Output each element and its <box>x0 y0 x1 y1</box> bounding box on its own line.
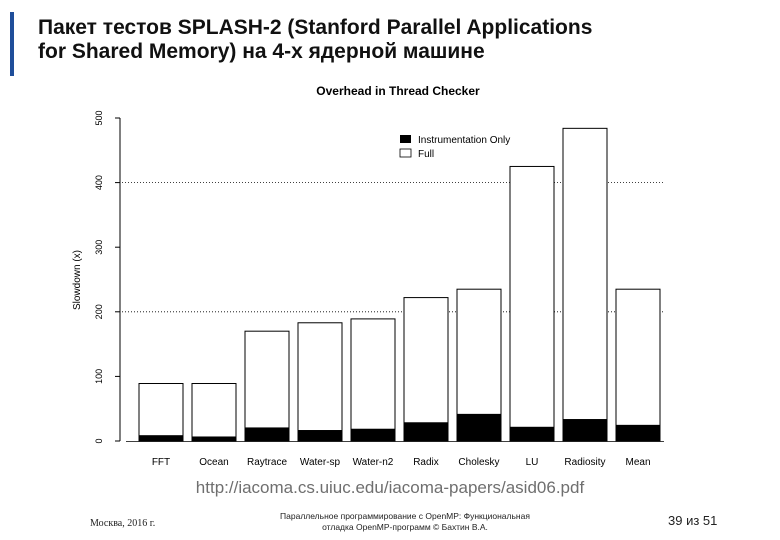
x-tick-label-radiosity: Radiosity <box>564 457 605 468</box>
bar-instrumentation-fft <box>139 435 183 441</box>
bar-group-ocean <box>191 383 237 442</box>
y-tick-label-200: 200 <box>94 304 104 319</box>
slide-title-line-1: Пакет тестов SPLASH-2 (Stanford Parallel… <box>38 16 593 39</box>
bar-full-ocean <box>191 383 237 442</box>
x-tick-label-fft: FFT <box>152 457 170 468</box>
bar-full-water-n2 <box>350 318 396 442</box>
x-tick-label-lu: LU <box>526 457 539 468</box>
bar-instrumentation-lu <box>510 426 554 441</box>
bar-full-radix <box>403 297 449 442</box>
footer-course-info: Параллельное программирование с OpenMP: … <box>230 511 580 533</box>
legend-label-full: Full <box>418 149 434 160</box>
bar-group-fft <box>138 383 184 442</box>
y-tick-label-100: 100 <box>94 369 104 384</box>
bar-full-lu <box>509 165 555 442</box>
x-tick-label-mean: Mean <box>625 457 650 468</box>
y-tick-label-300: 300 <box>94 240 104 255</box>
bar-group-water-n2 <box>350 318 396 442</box>
bar-full-radiosity <box>562 127 608 442</box>
bar-instrumentation-mean <box>616 424 660 441</box>
y-axis-label: Slowdown (x) <box>72 250 83 310</box>
bar-group-mean <box>615 288 661 442</box>
bar-group-lu <box>509 165 555 442</box>
slide-title-line-2: for Shared Memory) на 4-х ядерной машине <box>38 40 485 63</box>
bar-full-water-sp <box>297 322 343 442</box>
bar-instrumentation-radiosity <box>563 419 607 441</box>
bar-instrumentation-radix <box>404 422 448 441</box>
y-tick-label-500: 500 <box>94 110 104 125</box>
chart-legend: Instrumentation Only Full <box>399 135 510 160</box>
y-axis: 0 100 200 300 400 500 <box>94 110 121 444</box>
x-tick-label-raytrace: Raytrace <box>247 457 287 468</box>
footer-location-date: Москва, 2016 г. <box>90 518 156 529</box>
bar-full-raytrace <box>244 330 290 442</box>
y-tick-label-0: 0 <box>94 438 104 443</box>
title-accent-bar <box>10 12 14 76</box>
x-axis-labels: FFT Ocean Raytrace Water-sp Water-n2 Radix Cho… <box>152 457 651 468</box>
legend-swatch-full <box>399 148 412 158</box>
legend-swatch-instrumentation <box>400 135 411 143</box>
x-tick-label-water-sp: Water-sp <box>300 457 341 468</box>
x-tick-label-radix: Radix <box>413 457 439 468</box>
bar-instrumentation-cholesky <box>457 413 501 441</box>
bar-group-raytrace <box>244 330 290 442</box>
chart-title: Overhead in Thread Checker <box>316 84 480 98</box>
bars-layer <box>138 127 661 442</box>
legend-label-instrumentation: Instrumentation Only <box>418 135 510 146</box>
source-url[interactable]: http://iacoma.cs.uiuc.edu/iacoma-papers/… <box>195 478 585 497</box>
bar-full-mean <box>615 288 661 442</box>
bar-full-fft <box>138 383 184 442</box>
slide-title: Пакет тестов SPLASH-2 (Stanford Parallel… <box>38 16 738 64</box>
bar-instrumentation-raytrace <box>245 427 289 441</box>
footer-course-line-2: отладка OpenMP-программ © Бахтин В.А. <box>322 522 488 532</box>
bar-instrumentation-ocean <box>192 436 236 441</box>
bar-group-cholesky <box>456 288 502 442</box>
x-tick-label-water-n2: Water-n2 <box>353 457 394 468</box>
bar-instrumentation-water-sp <box>298 430 342 441</box>
x-tick-label-cholesky: Cholesky <box>458 457 499 468</box>
footer-course-line-1: Параллельное программирование с OpenMP: … <box>280 511 530 521</box>
bar-group-radix <box>403 297 449 442</box>
bar-group-radiosity <box>562 127 608 442</box>
x-tick-label-ocean: Ocean <box>199 457 228 468</box>
page-number: 39 из 51 <box>668 513 718 528</box>
bar-group-water-sp <box>297 322 343 442</box>
y-tick-label-400: 400 <box>94 175 104 190</box>
bar-instrumentation-water-n2 <box>351 428 395 441</box>
